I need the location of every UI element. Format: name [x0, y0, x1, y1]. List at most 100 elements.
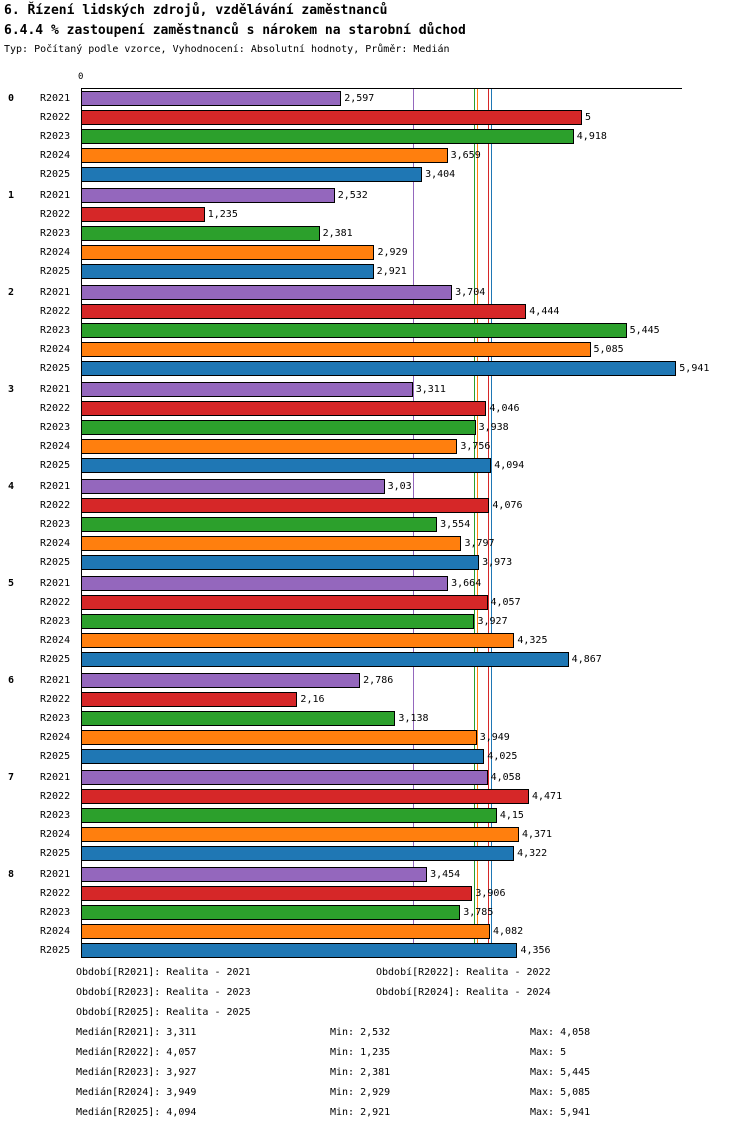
bar-r2021[interactable] [81, 867, 428, 882]
bar-r2022[interactable] [81, 304, 527, 319]
bar-value-label: 4,058 [490, 772, 521, 783]
bar-row: R2021 2,786 [0, 671, 750, 690]
bar-row-label-r2022: R2022 [40, 597, 71, 608]
group-index-label: 0 [8, 93, 15, 104]
plot-area: 0 R2021 2,597 R2022 5 R2023 4,918 R2024 3,659 R20… [0, 89, 750, 958]
legend-row: Období[R2021]: Realita - 2021 Období[R20… [0, 968, 750, 988]
bar-r2025[interactable] [81, 264, 374, 279]
bar-value-label: 3,404 [425, 169, 456, 180]
bar-value-label: 4,057 [490, 597, 521, 608]
bar-row: R2023 4,918 [0, 127, 750, 146]
bar-value-label: 4,444 [529, 306, 560, 317]
bar-r2022[interactable] [81, 401, 487, 416]
bar-row: R2025 4,356 [0, 941, 750, 960]
bar-value-label: 3,927 [477, 616, 508, 627]
bar-r2021[interactable] [81, 576, 449, 591]
bar-r2023[interactable] [81, 711, 396, 726]
bar-value-label: 3,454 [430, 869, 461, 880]
bar-r2024[interactable] [81, 633, 515, 648]
group-index-label: 7 [8, 772, 15, 783]
bar-row: R2022 4,471 [0, 787, 750, 806]
bar-r2024[interactable] [81, 342, 591, 357]
bar-row: R2023 3,138 [0, 709, 750, 728]
bar-value-label: 4,094 [494, 460, 525, 471]
legend-row: Období[R2023]: Realita - 2023 Období[R20… [0, 988, 750, 1008]
axis-top-line [81, 88, 682, 89]
bar-r2023[interactable] [81, 905, 461, 920]
bar-row-label-r2022: R2022 [40, 112, 71, 123]
bar-r2023[interactable] [81, 420, 476, 435]
bar-r2022[interactable] [81, 110, 582, 125]
bar-group: 4 R2021 3,03 R2022 4,076 R2023 3,554 R2024 3,797… [0, 477, 750, 572]
chart-subtitle: Typ: Počítaný podle vzorce, Vyhodnocení:… [4, 44, 450, 55]
bar-r2024[interactable] [81, 827, 519, 842]
bar-r2022[interactable] [81, 886, 473, 901]
bar-row-label-r2024: R2024 [40, 247, 71, 258]
bar-value-label: 3,906 [475, 888, 506, 899]
bar-value-label: 3,756 [460, 441, 491, 452]
bar-r2025[interactable] [81, 846, 515, 861]
stat-max-r2025: Max: 5,941 [530, 1107, 591, 1118]
bar-row: R2022 2,16 [0, 690, 750, 709]
bar-row-label-r2021: R2021 [40, 93, 71, 104]
bar-row-label-r2022: R2022 [40, 694, 71, 705]
bar-row: R2025 5,941 [0, 359, 750, 378]
bar-row: R2024 3,659 [0, 146, 750, 165]
bar-row: R2025 3,973 [0, 553, 750, 572]
bar-r2023[interactable] [81, 323, 627, 338]
bar-row-label-r2024: R2024 [40, 538, 71, 549]
bar-value-label: 3,659 [450, 150, 481, 161]
bar-r2025[interactable] [81, 943, 518, 958]
bar-r2025[interactable] [81, 167, 423, 182]
bar-value-label: 4,025 [487, 751, 518, 762]
bar-r2022[interactable] [81, 595, 488, 610]
bar-r2021[interactable] [81, 673, 361, 688]
bar-r2025[interactable] [81, 458, 492, 473]
bar-r2022[interactable] [81, 692, 298, 707]
bar-row-label-r2021: R2021 [40, 772, 71, 783]
stat-max-r2024: Max: 5,085 [530, 1087, 591, 1098]
bar-r2022[interactable] [81, 789, 529, 804]
bar-r2021[interactable] [81, 285, 453, 300]
bar-r2022[interactable] [81, 207, 205, 222]
bar-row: R2024 3,949 [0, 728, 750, 747]
bar-r2025[interactable] [81, 555, 480, 570]
bar-row: R2023 3,554 [0, 515, 750, 534]
bar-r2021[interactable] [81, 479, 385, 494]
bar-r2023[interactable] [81, 129, 574, 144]
bar-r2024[interactable] [81, 245, 375, 260]
bar-r2023[interactable] [81, 808, 497, 823]
bar-r2025[interactable] [81, 361, 677, 376]
bar-value-label: 4,046 [489, 403, 520, 414]
bar-r2025[interactable] [81, 652, 569, 667]
bar-r2023[interactable] [81, 226, 320, 241]
bar-r2023[interactable] [81, 517, 438, 532]
bar-row: R2022 5 [0, 108, 750, 127]
bar-r2021[interactable] [81, 188, 335, 203]
bar-row: R2021 3,311 [0, 380, 750, 399]
chart-title: 6.4.4 % zastoupení zaměstnanců s nárokem… [4, 23, 466, 38]
bar-r2021[interactable] [81, 770, 488, 785]
bar-row-label-r2025: R2025 [40, 945, 71, 956]
bar-row: R2024 3,797 [0, 534, 750, 553]
bar-r2024[interactable] [81, 439, 458, 454]
bar-r2025[interactable] [81, 749, 485, 764]
bar-r2021[interactable] [81, 91, 342, 106]
bar-r2023[interactable] [81, 614, 475, 629]
bar-value-label: 5,941 [679, 363, 710, 374]
bar-r2024[interactable] [81, 148, 448, 163]
bar-r2024[interactable] [81, 924, 491, 939]
bar-r2024[interactable] [81, 730, 477, 745]
bar-row: R2021 3,03 [0, 477, 750, 496]
bar-row: R2023 3,938 [0, 418, 750, 437]
bar-value-label: 5,445 [629, 325, 660, 336]
bar-r2022[interactable] [81, 498, 490, 513]
stat-min-r2023: Min: 2,381 [330, 1067, 391, 1078]
bar-value-label: 3,949 [479, 732, 510, 743]
bar-value-label: 3,704 [455, 287, 486, 298]
bar-r2021[interactable] [81, 382, 413, 397]
legend-item-r2022: Období[R2022]: Realita - 2022 [376, 967, 551, 978]
group-index-label: 5 [8, 578, 15, 589]
bar-group: 1 R2021 2,532 R2022 1,235 R2023 2,381 R2024 2,92… [0, 186, 750, 281]
bar-r2024[interactable] [81, 536, 462, 551]
